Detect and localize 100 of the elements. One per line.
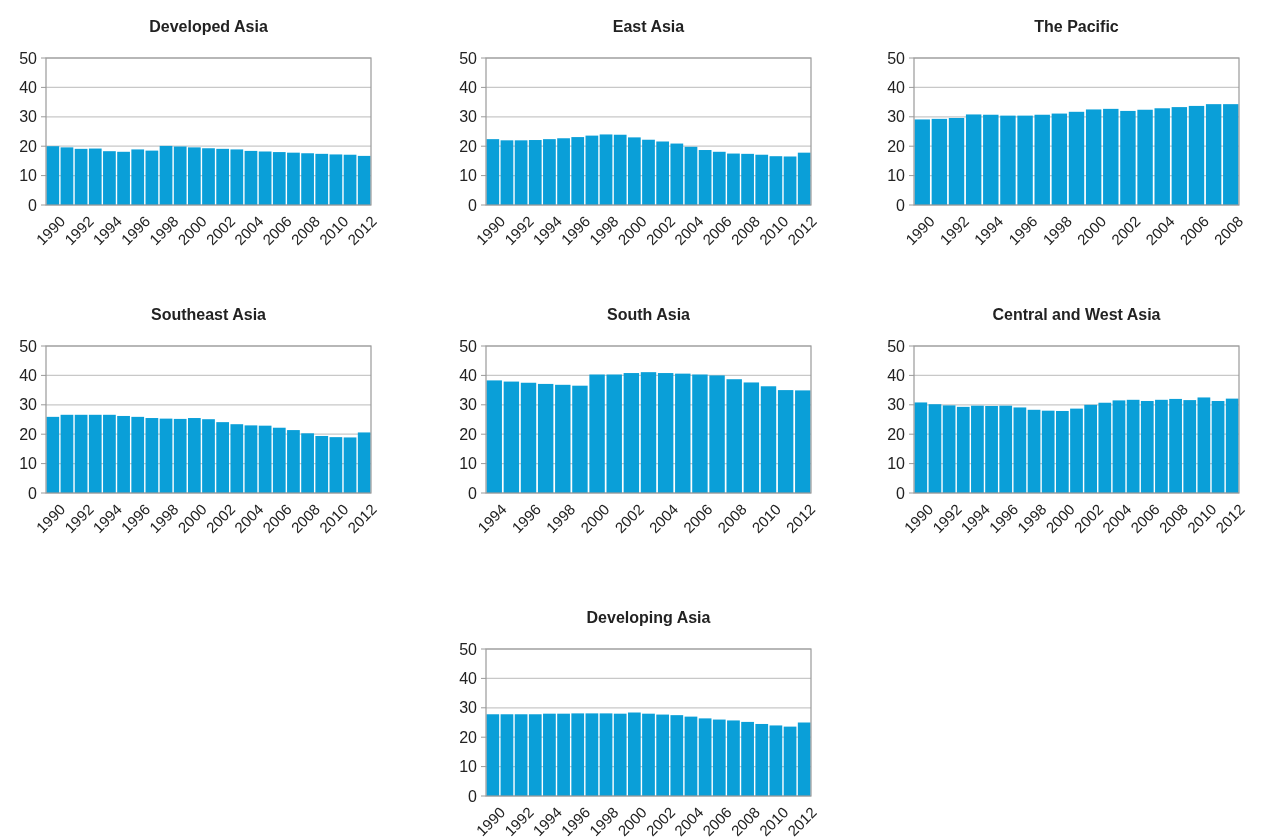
bar <box>159 418 173 493</box>
y-tick-label: 0 <box>896 484 906 502</box>
bar <box>931 118 948 205</box>
bar <box>258 425 272 493</box>
chart-title: East Asia <box>612 18 685 35</box>
bar <box>343 437 357 493</box>
y-tick-label: 50 <box>887 337 906 355</box>
bar <box>1225 398 1239 493</box>
chart-title: Developed Asia <box>149 18 268 35</box>
bar <box>244 425 258 493</box>
y-tick-label: 50 <box>19 49 38 67</box>
y-tick-label: 20 <box>19 137 38 155</box>
y-tick-label: 0 <box>896 196 906 214</box>
y-tick-label: 30 <box>19 108 38 126</box>
bar <box>914 402 928 493</box>
y-tick-label: 0 <box>468 787 478 805</box>
bar <box>1068 111 1085 205</box>
chart-title: Central and West Asia <box>992 306 1161 323</box>
bar <box>743 382 760 493</box>
chart-title: South Asia <box>607 306 691 323</box>
y-tick-label: 40 <box>19 367 38 384</box>
y-tick-label: 40 <box>19 79 38 96</box>
bar <box>777 390 794 493</box>
bar <box>145 150 159 205</box>
bar <box>1205 104 1222 205</box>
bar <box>599 713 613 796</box>
bar <box>640 372 657 493</box>
y-tick-label: 0 <box>468 196 478 214</box>
y-tick-label: 30 <box>459 699 478 717</box>
y-tick-label: 40 <box>887 79 906 96</box>
bar <box>74 148 88 205</box>
bar <box>1103 108 1119 205</box>
y-tick-label: 10 <box>459 455 478 473</box>
y-tick-label: 20 <box>887 137 906 155</box>
y-tick-label: 10 <box>887 455 906 473</box>
y-tick-label: 50 <box>459 640 478 658</box>
bar <box>795 390 811 493</box>
bar <box>1211 400 1225 493</box>
bar <box>1112 400 1126 493</box>
bar <box>797 152 811 205</box>
bar <box>769 725 783 796</box>
bar <box>486 139 500 205</box>
bar <box>514 714 528 796</box>
bar <box>769 156 783 205</box>
bar <box>1223 104 1239 205</box>
y-tick-label: 20 <box>887 425 906 443</box>
chart-title: The Pacific <box>1034 18 1119 35</box>
bar <box>503 381 520 493</box>
bar <box>585 713 599 796</box>
y-tick-label: 50 <box>19 337 38 355</box>
bar <box>486 714 500 796</box>
bar <box>329 437 343 493</box>
bar <box>500 714 514 796</box>
bar <box>599 134 613 205</box>
bar <box>948 117 965 205</box>
bar <box>46 416 60 493</box>
bar <box>74 414 88 493</box>
y-tick-label: 40 <box>459 79 478 96</box>
y-tick-label: 30 <box>459 108 478 126</box>
y-tick-label: 0 <box>28 484 38 502</box>
bar <box>329 154 343 205</box>
y-tick-label: 50 <box>459 337 478 355</box>
bar <box>928 404 942 493</box>
chart-title: Southeast Asia <box>151 306 267 323</box>
y-tick-label: 50 <box>887 49 906 67</box>
bar <box>942 405 956 493</box>
bar <box>623 373 640 493</box>
bar <box>797 722 811 796</box>
y-tick-label: 0 <box>468 484 478 502</box>
bar <box>1171 107 1188 205</box>
y-tick-label: 20 <box>459 137 478 155</box>
y-tick-label: 10 <box>19 455 38 473</box>
bar <box>914 119 930 205</box>
bar <box>1051 113 1068 205</box>
y-tick-label: 30 <box>887 396 906 414</box>
bar <box>1027 409 1041 493</box>
bar <box>244 150 258 205</box>
bar <box>159 145 173 205</box>
y-tick-label: 0 <box>28 196 38 214</box>
y-tick-label: 20 <box>459 728 478 746</box>
bar <box>520 382 537 493</box>
bar <box>684 146 698 205</box>
bar <box>514 140 528 205</box>
bar <box>783 156 797 205</box>
bar <box>760 386 777 493</box>
bar <box>684 716 698 796</box>
bar <box>1188 105 1205 205</box>
bar <box>1197 397 1211 493</box>
bar <box>1085 109 1102 205</box>
bar <box>1034 114 1050 205</box>
y-tick-label: 10 <box>887 167 906 185</box>
y-tick-label: 20 <box>459 425 478 443</box>
bar <box>1126 399 1140 493</box>
bar <box>60 414 74 493</box>
bar <box>698 150 712 205</box>
y-tick-label: 50 <box>459 49 478 67</box>
y-tick-label: 40 <box>459 670 478 687</box>
bar <box>675 373 691 493</box>
y-tick-label: 30 <box>459 396 478 414</box>
bar <box>357 432 371 493</box>
